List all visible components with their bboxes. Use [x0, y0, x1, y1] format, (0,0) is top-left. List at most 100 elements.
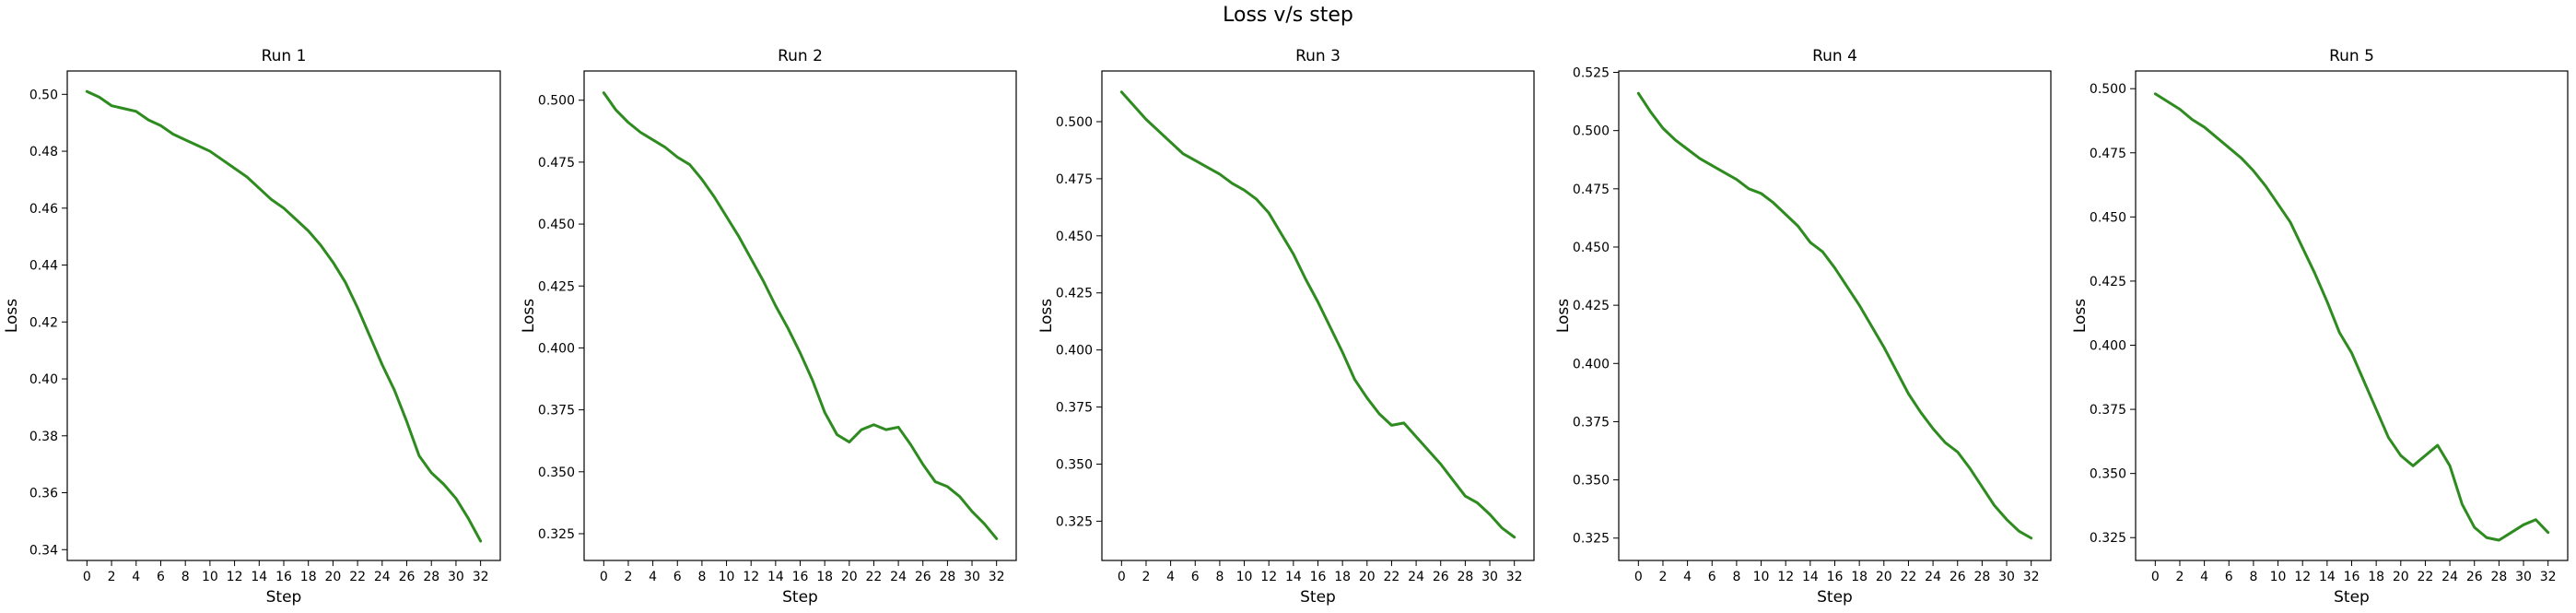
x-tick-label: 10 [2270, 570, 2287, 584]
subplot-title: Run 4 [1812, 47, 1857, 65]
x-tick-label: 10 [1753, 570, 1770, 584]
x-tick-label: 10 [719, 570, 735, 584]
x-tick-label: 12 [1260, 570, 1277, 584]
y-tick-label: 0.375 [1573, 415, 1610, 430]
x-tick-label: 30 [1481, 570, 1498, 584]
x-tick-label: 12 [227, 570, 243, 584]
x-tick-label: 14 [251, 570, 267, 584]
x-axis-label: Step [266, 588, 302, 607]
x-tick-label: 2 [108, 570, 116, 584]
x-tick-label: 8 [1732, 570, 1740, 584]
x-tick-label: 26 [915, 570, 931, 584]
x-tick-label: 22 [1384, 570, 1400, 584]
x-tick-label: 10 [202, 570, 218, 584]
x-tick-label: 14 [767, 570, 784, 584]
x-tick-label: 18 [1851, 570, 1868, 584]
axes-frame [1101, 70, 1535, 561]
y-tick-label: 0.350 [1573, 474, 1610, 489]
x-tick-label: 30 [964, 570, 980, 584]
y-axis-label: Loss [2071, 299, 2090, 333]
y-tick-label: 0.350 [2090, 467, 2126, 482]
y-axis-label: Loss [1554, 299, 1573, 333]
x-tick-label: 4 [649, 570, 657, 584]
y-tick-label: 0.325 [2090, 531, 2126, 546]
y-tick-label: 0.375 [2090, 403, 2126, 418]
y-tick-label: 0.400 [2090, 339, 2126, 354]
x-tick-label: 28 [939, 570, 955, 584]
x-tick-label: 20 [1359, 570, 1376, 584]
y-tick-label: 0.450 [538, 218, 575, 232]
x-axis-label: Step [1817, 588, 1853, 607]
x-tick-label: 22 [1901, 570, 1917, 584]
y-tick-label: 0.375 [538, 404, 575, 418]
x-tick-label: 32 [2023, 570, 2040, 584]
x-tick-label: 2 [625, 570, 633, 584]
x-tick-label: 4 [132, 570, 140, 584]
x-tick-label: 32 [989, 570, 1005, 584]
x-tick-label: 8 [1215, 570, 1224, 584]
x-tick-label: 6 [157, 570, 165, 584]
x-tick-label: 26 [399, 570, 416, 584]
subplot-run-4: Run 40 2 4 6 8 10 12 14 16 18 20 22 24 26 28 30 320.3250… [1554, 47, 2052, 607]
x-tick-label: 16 [792, 570, 809, 584]
x-tick-label: 32 [1506, 570, 1523, 584]
x-tick-label: 26 [1433, 570, 1449, 584]
x-tick-label: 4 [2200, 570, 2208, 584]
x-tick-label: 24 [890, 570, 907, 584]
y-tick-label: 0.36 [29, 487, 58, 501]
x-tick-label: 12 [2294, 570, 2311, 584]
y-tick-label: 0.450 [1056, 230, 1093, 244]
x-tick-label: 0 [2151, 570, 2160, 584]
loss-line [1119, 90, 1516, 539]
x-tick-label: 8 [2249, 570, 2257, 584]
x-tick-label: 28 [423, 570, 439, 584]
y-tick-label: 0.475 [1573, 183, 1610, 197]
y-tick-label: 0.400 [1056, 344, 1093, 359]
y-tick-label: 0.450 [2090, 210, 2126, 225]
x-tick-label: 22 [2418, 570, 2434, 584]
y-tick-label: 0.46 [29, 202, 58, 217]
subplot-run-2: Run 20 2 4 6 8 10 12 14 16 18 20 22 24 26 28 30 320.3250… [520, 47, 1017, 607]
x-tick-label: 0 [1118, 570, 1126, 584]
loss-line [602, 91, 999, 540]
x-tick-label: 20 [841, 570, 858, 584]
x-tick-label: 12 [743, 570, 759, 584]
y-tick-label: 0.325 [1573, 532, 1610, 547]
x-tick-label: 0 [83, 570, 91, 584]
y-tick-label: 0.400 [1573, 357, 1610, 371]
x-tick-label: 8 [697, 570, 706, 584]
y-tick-label: 0.525 [1573, 66, 1610, 81]
x-tick-label: 18 [1334, 570, 1351, 584]
y-tick-label: 0.425 [1056, 287, 1093, 301]
x-tick-label: 30 [1998, 570, 2015, 584]
x-tick-label: 6 [1708, 570, 1716, 584]
y-tick-label: 0.400 [538, 341, 575, 356]
x-tick-label: 8 [181, 570, 190, 584]
y-tick-label: 0.425 [1573, 299, 1610, 313]
x-tick-label: 6 [1191, 570, 1200, 584]
x-tick-label: 14 [1285, 570, 1302, 584]
loss-line [1636, 91, 2033, 540]
y-tick-label: 0.450 [1573, 241, 1610, 255]
y-tick-label: 0.40 [29, 372, 58, 387]
x-tick-label: 24 [1408, 570, 1424, 584]
x-tick-label: 12 [1777, 570, 1794, 584]
y-tick-label: 0.48 [29, 145, 58, 159]
x-tick-label: 28 [1457, 570, 1473, 584]
loss-line [85, 89, 483, 543]
x-tick-label: 2 [2176, 570, 2184, 584]
x-axis-label: Step [2334, 588, 2370, 607]
y-tick-label: 0.325 [1056, 514, 1093, 529]
y-tick-label: 0.44 [29, 259, 58, 274]
y-tick-label: 0.475 [1056, 172, 1093, 187]
subplot-title: Run 5 [2329, 47, 2374, 65]
subplot-run-3: Run 30 2 4 6 8 10 12 14 16 18 20 22 24 26 28 30 320.3250… [1037, 47, 1535, 607]
x-tick-label: 30 [2515, 570, 2532, 584]
y-tick-label: 0.34 [29, 543, 58, 558]
subplot-run-1: Run 10 2 4 6 8 10 12 14 16 18 20 22 24 26 28 30 320.340.… [3, 47, 501, 607]
y-tick-label: 0.350 [1056, 457, 1093, 472]
subplot-title: Run 2 [778, 47, 823, 65]
x-tick-label: 16 [275, 570, 292, 584]
x-tick-label: 18 [816, 570, 833, 584]
